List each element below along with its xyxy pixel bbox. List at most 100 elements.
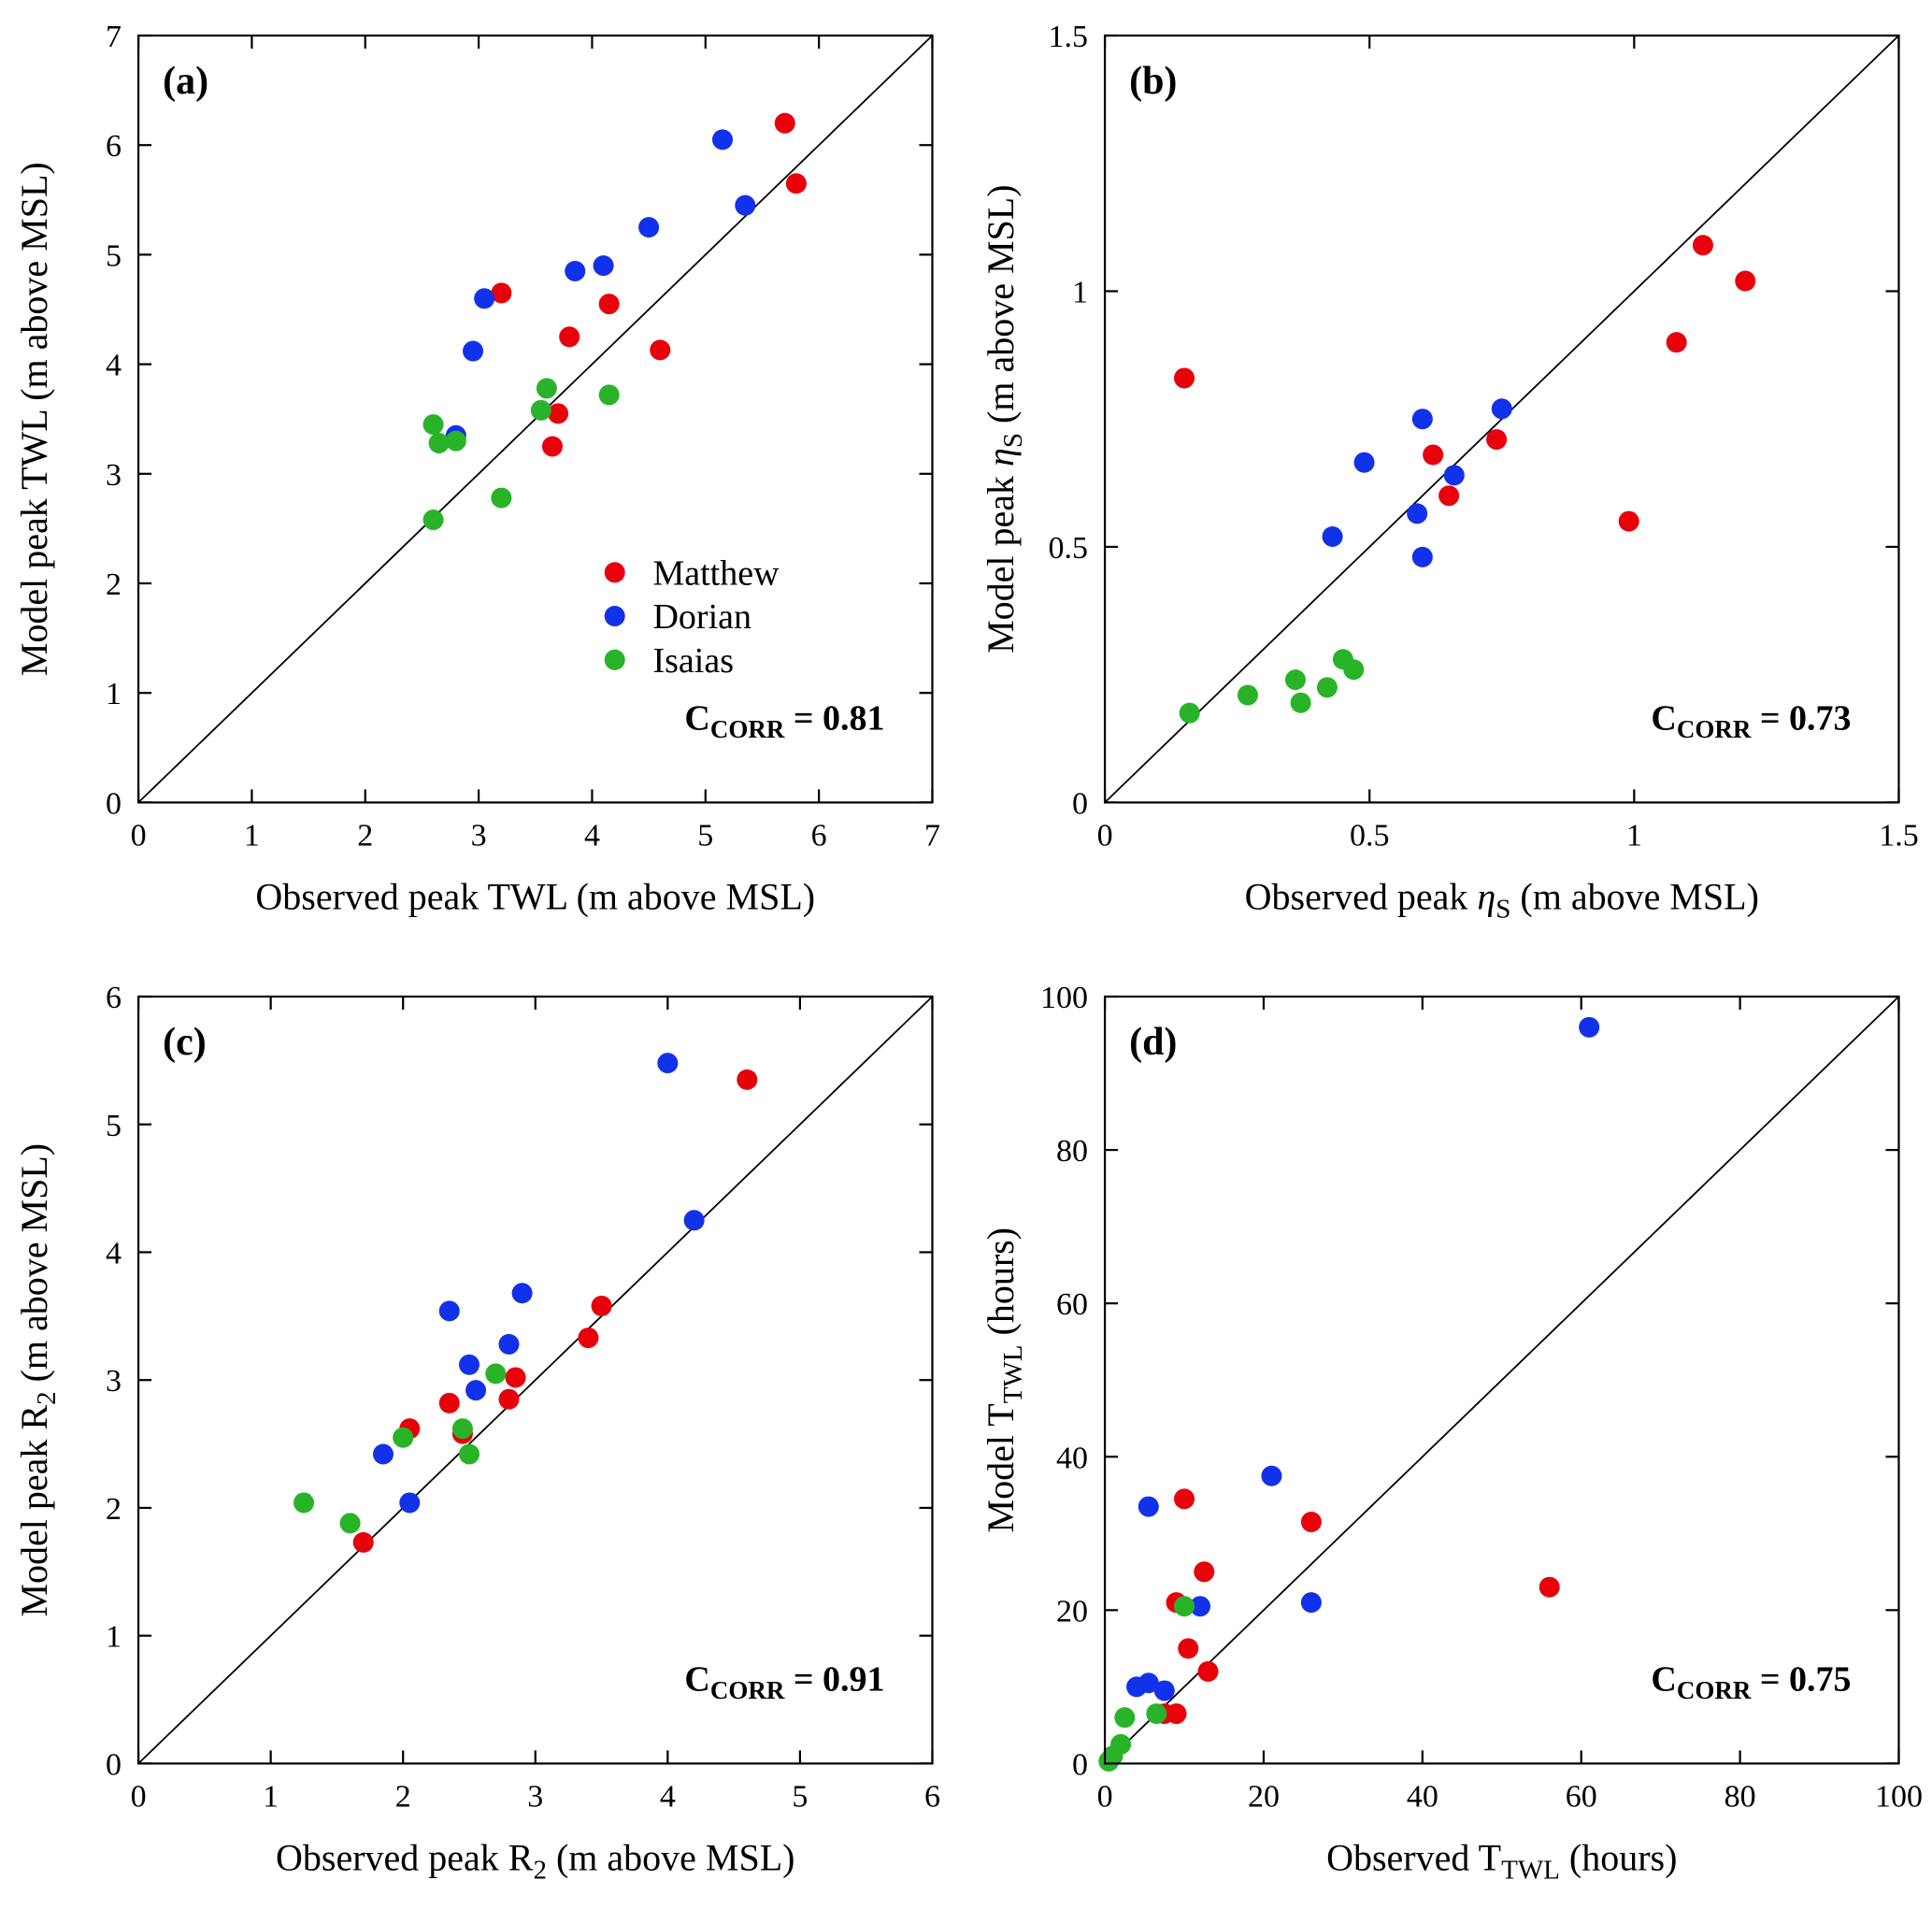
data-point	[599, 294, 620, 314]
y-tick-label: 1	[106, 677, 122, 711]
data-point	[1098, 1751, 1119, 1772]
data-point	[1290, 693, 1310, 713]
identity-line	[1105, 997, 1898, 1764]
data-point	[1486, 429, 1507, 450]
panel-label: (a)	[163, 60, 208, 103]
data-point	[1237, 685, 1257, 706]
x-tick-label: 60	[1565, 1780, 1596, 1815]
x-axis-label: Observed peak ηS (m above MSL)	[1244, 875, 1758, 924]
data-point	[775, 113, 795, 134]
data-point	[599, 384, 620, 405]
series-Isaias	[1179, 649, 1364, 723]
y-axis-label: Model peak ηS (m above MSL)	[980, 184, 1028, 653]
data-point	[512, 1284, 533, 1304]
legend-label: Isaias	[652, 641, 734, 681]
data-point	[485, 1364, 506, 1385]
series-Dorian	[1322, 398, 1511, 567]
data-point	[463, 341, 483, 362]
x-tick-label: 3	[471, 818, 487, 853]
x-tick-label: 0	[1096, 818, 1112, 853]
data-point	[735, 195, 755, 216]
data-point	[1174, 367, 1195, 388]
data-point	[1166, 1704, 1186, 1725]
data-point	[559, 326, 580, 347]
data-point	[1174, 1597, 1195, 1617]
data-point	[506, 1368, 526, 1388]
data-point	[1153, 1681, 1174, 1701]
data-point	[684, 1211, 705, 1231]
data-point	[353, 1532, 374, 1553]
y-axis-label: Model peak R2 (m above MSL)	[13, 1143, 62, 1617]
data-point	[1692, 235, 1712, 255]
y-tick-label: 1	[1072, 275, 1088, 309]
data-point	[293, 1493, 314, 1514]
data-point	[1579, 1017, 1599, 1038]
data-point	[1438, 485, 1459, 506]
y-tick-label: 5	[106, 238, 122, 273]
data-point	[459, 1444, 479, 1465]
y-tick-label: 5	[106, 1109, 122, 1143]
correlation-annotation: CCORR = 0.75	[1651, 1660, 1851, 1704]
x-tick-label: 6	[924, 1780, 940, 1815]
y-tick-label: 0	[106, 1748, 122, 1783]
y-tick-label: 0	[1072, 786, 1088, 821]
data-point	[1138, 1497, 1158, 1517]
data-point	[592, 1296, 612, 1316]
data-point	[1423, 444, 1443, 465]
series-Matthew	[353, 1069, 758, 1553]
data-point	[1735, 271, 1755, 292]
correlation-annotation: CCORR = 0.91	[684, 1660, 884, 1704]
x-tick-label: 2	[357, 818, 373, 853]
x-axis-label: Observed TTWL (hours)	[1326, 1837, 1677, 1886]
data-point	[423, 509, 444, 530]
data-point	[399, 1493, 420, 1514]
data-point	[439, 1301, 460, 1322]
data-point	[578, 1328, 598, 1349]
data-point	[1178, 1639, 1198, 1659]
data-point	[1300, 1512, 1321, 1532]
x-axis-label: Observed peak R2 (m above MSL)	[276, 1837, 794, 1886]
y-tick-label: 40	[1056, 1442, 1088, 1476]
series-Matthew	[1174, 235, 1755, 531]
data-point	[737, 1069, 757, 1090]
data-point	[1146, 1704, 1166, 1725]
y-tick-label: 7	[106, 20, 122, 54]
y-tick-label: 0	[1072, 1748, 1088, 1783]
data-point	[498, 1334, 519, 1355]
x-tick-label: 1	[244, 818, 260, 853]
data-point	[537, 378, 557, 398]
y-tick-label: 3	[106, 458, 122, 493]
data-point	[1538, 1577, 1559, 1598]
x-tick-label: 5	[792, 1780, 808, 1815]
data-point	[1300, 1593, 1321, 1614]
y-tick-label: 0.5	[1048, 531, 1088, 566]
x-tick-label: 0.5	[1349, 818, 1389, 853]
data-point	[1443, 465, 1464, 485]
data-point	[1411, 547, 1432, 567]
panel-label: (c)	[163, 1022, 207, 1065]
data-point	[1353, 452, 1374, 473]
data-point	[393, 1428, 413, 1448]
identity-line	[138, 997, 932, 1764]
data-point	[1174, 1489, 1195, 1510]
data-point	[542, 437, 563, 457]
data-point	[1618, 511, 1639, 532]
data-point	[423, 414, 444, 435]
y-tick-label: 100	[1040, 982, 1088, 1016]
x-tick-label: 2	[395, 1780, 411, 1815]
data-point	[657, 1054, 678, 1074]
data-point	[1491, 398, 1511, 419]
data-point	[1343, 659, 1364, 680]
legend-label: Matthew	[652, 553, 780, 593]
data-point	[465, 1381, 486, 1401]
series-Matthew	[1153, 1489, 1559, 1725]
data-point	[565, 261, 585, 281]
data-point	[712, 129, 733, 150]
y-tick-label: 80	[1056, 1135, 1088, 1170]
